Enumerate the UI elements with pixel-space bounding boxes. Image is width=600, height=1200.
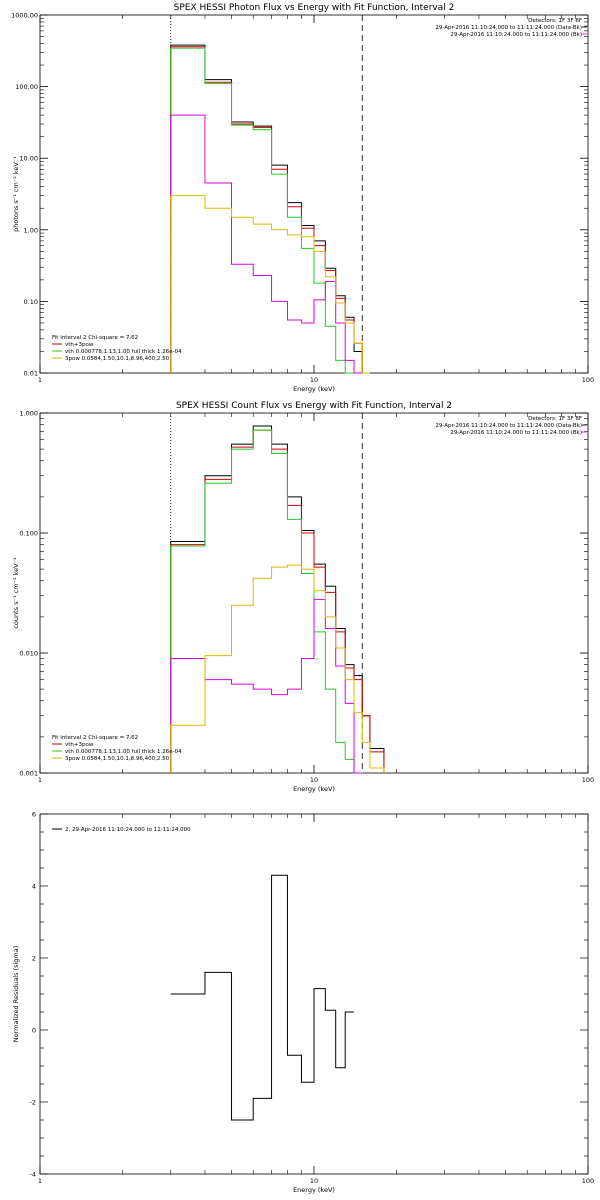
y-axis-label: Normalized Residuals (sigma) (12, 946, 20, 1043)
y-tick-label: 0.010 (19, 650, 38, 658)
y-tick-label: 100.00 (15, 83, 38, 91)
chart-panel-1: SPEX HESSI Photon Flux vs Energy with Fi… (11, 3, 594, 393)
y-tick-label: 4 (32, 883, 36, 891)
x-tick-label: 10 (310, 776, 318, 784)
y-tick-label: 6 (32, 811, 36, 819)
series-2-step-line (170, 429, 363, 774)
chart-panel-2: SPEX HESSI Count Flux vs Energy with Fit… (12, 401, 594, 793)
series-4-step-line (170, 195, 370, 374)
series-0-step-line (170, 44, 370, 374)
legend-entry: vth+3pow (65, 342, 94, 348)
header-line-1: 29-Apr-2016 11:10:24.000 to 11:11:24.000… (435, 25, 582, 31)
y-tick-label: 0.100 (19, 530, 38, 538)
y-tick-label: 0 (32, 1027, 36, 1035)
y-tick-label: 1000.00 (11, 12, 38, 20)
x-tick-label: 1 (38, 1177, 42, 1185)
x-axis-label: Energy (keV) (293, 385, 335, 393)
x-tick-label: 100 (582, 1177, 594, 1185)
y-tick-label: 0.001 (19, 770, 38, 778)
legend-entry: 2, 29-Apr-2016 11:10:24.000 to 11:11:24.… (65, 827, 191, 833)
y-tick-label: 1.000 (19, 410, 38, 418)
x-tick-label: 1 (38, 776, 42, 784)
header-line-1: 29-Apr-2016 11:10:24.000 to 11:11:24.000… (435, 423, 582, 429)
series-3-step-line (170, 598, 363, 774)
chart-title: SPEX HESSI Photon Flux vs Energy with Fi… (174, 3, 455, 13)
chart-title: SPEX HESSI Count Flux vs Energy with Fit… (176, 401, 452, 411)
y-tick-label: 0.01 (24, 370, 38, 378)
y-axis-label: counts s⁻¹ cm⁻² keV⁻¹ (12, 557, 20, 629)
y-tick-label: 1.00 (24, 226, 38, 234)
chart-panel-3: 1 10 100 Energy (keV) -4 -2 0 2 4 6 Normalized Res… (12, 811, 594, 1195)
header-line-0: Detectors: 1F 3F 8F (528, 416, 582, 422)
header-line-0: Detectors: 1F 3F 8F (528, 18, 582, 24)
x-tick-label: 10 (310, 376, 318, 384)
legend-entry: vth 0.000778,1.13,1.00 full thick 1.26e-… (65, 349, 182, 355)
series-0-step-line (170, 425, 385, 773)
y-tick-label: -2 (30, 1099, 36, 1107)
legend-entry: vth+3pow (65, 742, 94, 748)
fit-label: Fit Interval 2 Chi-square = 7.62 (52, 335, 138, 341)
series-0-step-line (170, 874, 355, 1121)
series-3-step-line (170, 114, 363, 374)
x-axis-label: Energy (keV) (293, 1186, 335, 1194)
series-4-step-line (170, 564, 385, 773)
y-axis-label: photons s⁻¹ cm⁻² keV⁻¹ (12, 156, 20, 232)
fit-label: Fit Interval 2 Chi-square = 7.62 (52, 735, 138, 741)
header-line-2: 29-Apr-2016 11:10:24.000 to 11:11:24.000… (450, 430, 582, 436)
x-axis-label: Energy (keV) (293, 785, 335, 793)
x-tick-label: 1 (38, 376, 42, 384)
x-tick-label: 100 (582, 776, 594, 784)
series-1-step-line (170, 429, 385, 773)
legend-entry: 3pow 0.0584,1.50,10.1,8.96,400,2.50 (65, 356, 170, 362)
y-tick-label: -4 (30, 1171, 36, 1179)
x-tick-label: 10 (310, 1177, 318, 1185)
legend-entry: 3pow 0.0584,1.50,10.1,8.96,400,2.50 (65, 756, 170, 762)
series-1-step-line (170, 46, 370, 374)
legend-entry: vth 0.000778,1.13,1.00 full thick 1.26e-… (65, 749, 182, 755)
header-line-2: 29-Apr-2016 11:10:24.000 to 11:11:24.000… (450, 32, 582, 38)
y-tick-label: 2 (32, 955, 36, 963)
series-2-step-line (170, 47, 355, 374)
x-tick-label: 100 (582, 376, 594, 384)
y-tick-label: 0.10 (24, 298, 38, 306)
y-tick-label: 10.00 (19, 155, 38, 163)
